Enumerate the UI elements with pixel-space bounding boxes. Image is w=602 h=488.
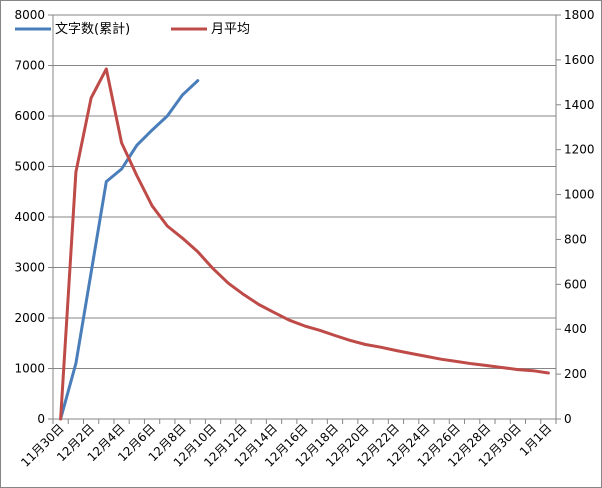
- right-tick-label: 1600: [564, 53, 595, 67]
- right-tick-label: 0: [564, 412, 572, 426]
- left-tick-label: 8000: [14, 8, 45, 22]
- right-tick-label: 1000: [564, 188, 595, 202]
- right-axis-ticks: 0 200 400 600 800 1000 1200 1400 1600 1800: [564, 8, 595, 426]
- left-tick-label: 3000: [14, 261, 45, 275]
- legend-label-cumulative: 文字数(累計): [55, 21, 130, 37]
- x-axis-ticks: 11月30日12月2日12月4日12月6日12月8日12月10日12月12日12…: [18, 421, 554, 469]
- left-tick-label: 2000: [14, 311, 45, 325]
- legend: 文字数(累計) 月平均: [15, 21, 250, 37]
- right-tick-label: 1200: [564, 143, 595, 157]
- left-tick-label: 1000: [14, 362, 45, 376]
- right-tick-label: 600: [564, 277, 587, 291]
- series-line-monthly-average: [59, 67, 550, 421]
- left-tick-label: 0: [37, 412, 45, 426]
- left-tick-label: 7000: [14, 59, 45, 73]
- left-axis-ticks: 0 1000 2000 3000 4000 5000 6000 7000 8000: [14, 8, 45, 426]
- x-tick-label: 1月1日: [517, 421, 555, 459]
- axes: [48, 14, 561, 424]
- right-tick-label: 200: [564, 367, 587, 381]
- right-tick-label: 1400: [564, 98, 595, 112]
- left-tick-label: 5000: [14, 160, 45, 174]
- right-tick-label: 1800: [564, 8, 595, 22]
- left-tick-label: 6000: [14, 109, 45, 123]
- legend-label-monthly-average: 月平均: [211, 22, 250, 37]
- right-tick-label: 400: [564, 322, 587, 336]
- x-tick-label: 11月30日: [18, 421, 66, 469]
- left-tick-label: 4000: [14, 210, 45, 224]
- gridlines: [53, 14, 556, 369]
- right-tick-label: 800: [564, 232, 587, 246]
- series: [59, 67, 550, 421]
